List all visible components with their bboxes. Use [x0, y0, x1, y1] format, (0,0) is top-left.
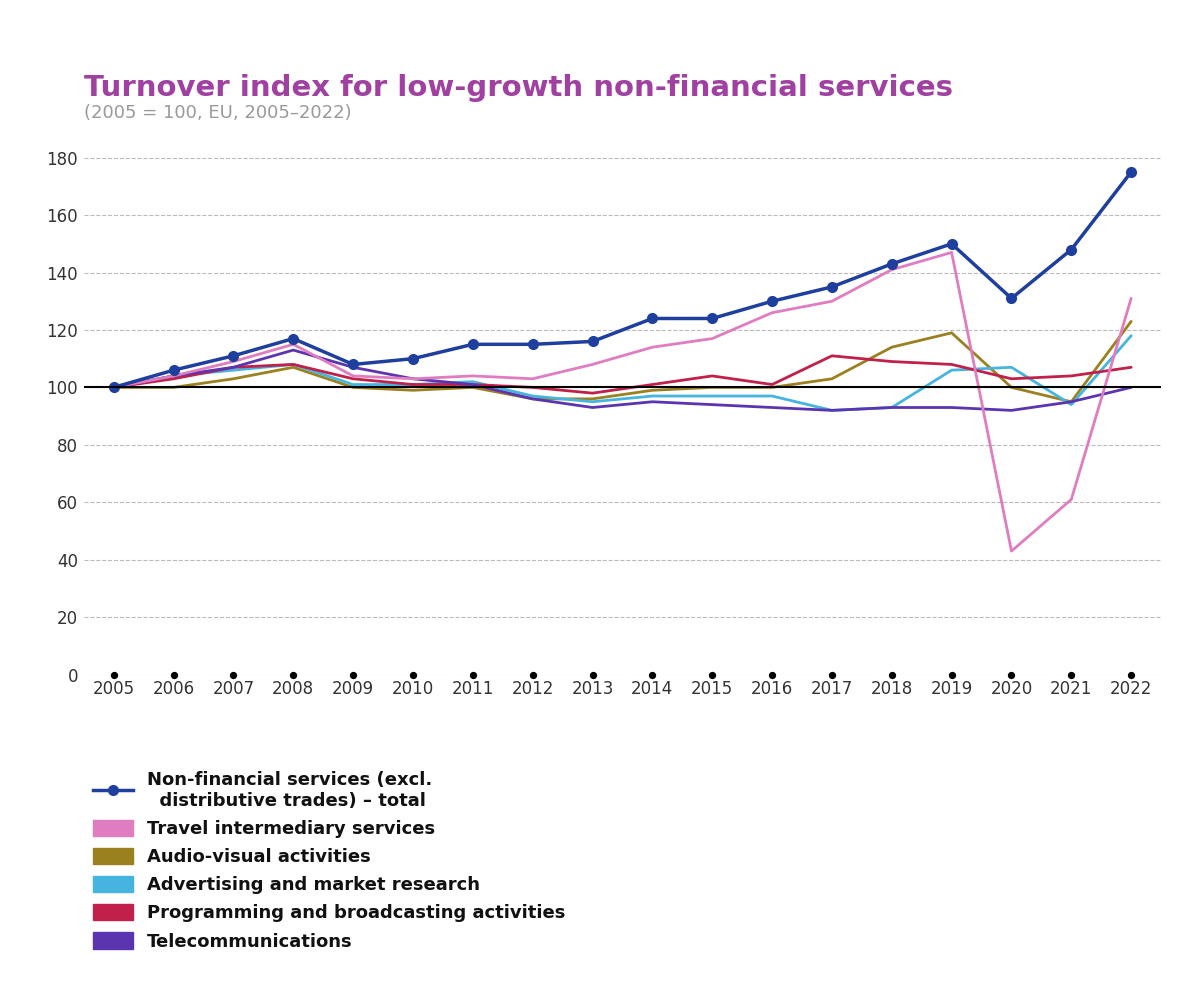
Point [703, 667, 722, 682]
Legend: Non-financial services (excl.
  distributive trades) – total, Travel intermediar: Non-financial services (excl. distributi… [93, 771, 565, 950]
Point [463, 667, 482, 682]
Point [344, 667, 363, 682]
Text: Turnover index for low-growth non-financial services: Turnover index for low-growth non-financ… [84, 74, 953, 102]
Point [403, 667, 423, 682]
Point [1122, 667, 1141, 682]
Point [284, 667, 303, 682]
Point [762, 667, 782, 682]
Point [583, 667, 602, 682]
Point [882, 667, 901, 682]
Point [822, 667, 841, 682]
Point [1002, 667, 1021, 682]
Point [942, 667, 961, 682]
Point [643, 667, 662, 682]
Point [1062, 667, 1081, 682]
Point [224, 667, 243, 682]
Point [164, 667, 183, 682]
Point [104, 667, 123, 682]
Text: (2005 = 100, EU, 2005–2022): (2005 = 100, EU, 2005–2022) [84, 104, 352, 122]
Point [523, 667, 542, 682]
